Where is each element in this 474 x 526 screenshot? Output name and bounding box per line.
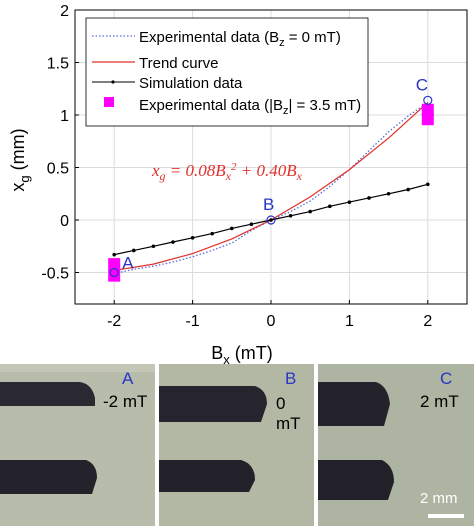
y-tick-label: 0 [60, 213, 69, 230]
series-point [308, 209, 313, 214]
series-point [406, 187, 411, 192]
chart-series [108, 101, 434, 282]
legend-item-sim: Simulation data [92, 75, 243, 92]
series-point [347, 200, 352, 204]
x-tick-label: 1 [345, 313, 354, 330]
photo-c-label: C [440, 369, 453, 388]
equation-label: xg = 0.08Bx2 + 0.40Bx [151, 161, 303, 183]
y-axis-label: xg (mm) [8, 128, 32, 191]
legend-item-exp35: Experimental data (|Bz| = 3.5 mT) [104, 97, 361, 117]
scale-bar [428, 514, 464, 518]
series-square-marker [421, 113, 434, 126]
series-point [112, 252, 116, 257]
series-square-marker [108, 269, 121, 282]
y-tick-label: 1.5 [47, 56, 69, 73]
point-marker-a [109, 267, 119, 278]
photo-a-field: -2 mT [103, 392, 148, 411]
series-point [230, 226, 234, 231]
photo-b-field: 0 mT [276, 394, 301, 433]
series-point [132, 248, 136, 253]
photo-b-label: B [285, 369, 297, 388]
series-point [328, 204, 332, 209]
series-square-marker [421, 103, 434, 116]
legend: Experimental data (Bz = 0 mT) Trend curv… [85, 17, 369, 127]
svg-text:Experimental data (|Bz| = 3.5: Experimental data (|Bz| = 3.5 mT) [139, 97, 361, 117]
series-point [426, 182, 430, 187]
series-point [288, 214, 293, 218]
photo-c: C 2 mT 2 mm [318, 364, 474, 526]
series-point [269, 218, 273, 222]
photo-c-field: 2 mT [420, 392, 459, 411]
series-line [114, 101, 429, 275]
svg-text:Experimental data (Bz = 0 mT): Experimental data (Bz = 0 mT) [139, 29, 341, 49]
photo-a-label: A [122, 369, 134, 388]
x-tick-label: 0 [267, 313, 276, 330]
legend-item-exp0: Experimental data (Bz = 0 mT) [92, 29, 341, 49]
series-square-marker [108, 258, 121, 271]
series-point [386, 191, 391, 196]
x-axis-label: Bx (mT) [211, 343, 273, 364]
scale-bar-label: 2 mm [420, 490, 458, 507]
point-marker-c [423, 95, 433, 105]
series-point [210, 231, 214, 236]
point-label-c: C [416, 75, 428, 94]
point-label-a: A [122, 254, 134, 273]
photo-b: B 0 mT [159, 364, 314, 526]
x-tick-label: -1 [185, 313, 199, 330]
series-point [190, 236, 195, 240]
svg-text:Simulation data: Simulation data [139, 75, 243, 92]
point-marker-b [266, 215, 276, 225]
point-label-b: B [263, 195, 274, 214]
svg-text:Trend curve: Trend curve [139, 55, 218, 72]
legend-item-trend: Trend curve [92, 55, 218, 72]
series-point [171, 240, 175, 244]
x-tick-label: 2 [423, 313, 432, 330]
y-tick-label: -0.5 [41, 266, 69, 283]
series-point [367, 196, 371, 200]
y-tick-label: 2 [60, 3, 69, 20]
series-point [151, 244, 156, 249]
series-point [249, 222, 254, 226]
chart-point-labels: A B C [109, 75, 433, 278]
chart-ticks: -2 -1 0 1 2 -0.5 0 0.5 1 1.5 2 [41, 3, 432, 330]
y-tick-label: 1 [60, 108, 69, 125]
chart: -2 -1 0 1 2 -0.5 0 0.5 1 1.5 2 A B C xg = 0.08Bx2 + … [8, 3, 468, 364]
photo-a: A -2 mT [0, 364, 155, 526]
y-tick-label: 0.5 [47, 161, 69, 178]
x-tick-label: -2 [107, 313, 121, 330]
